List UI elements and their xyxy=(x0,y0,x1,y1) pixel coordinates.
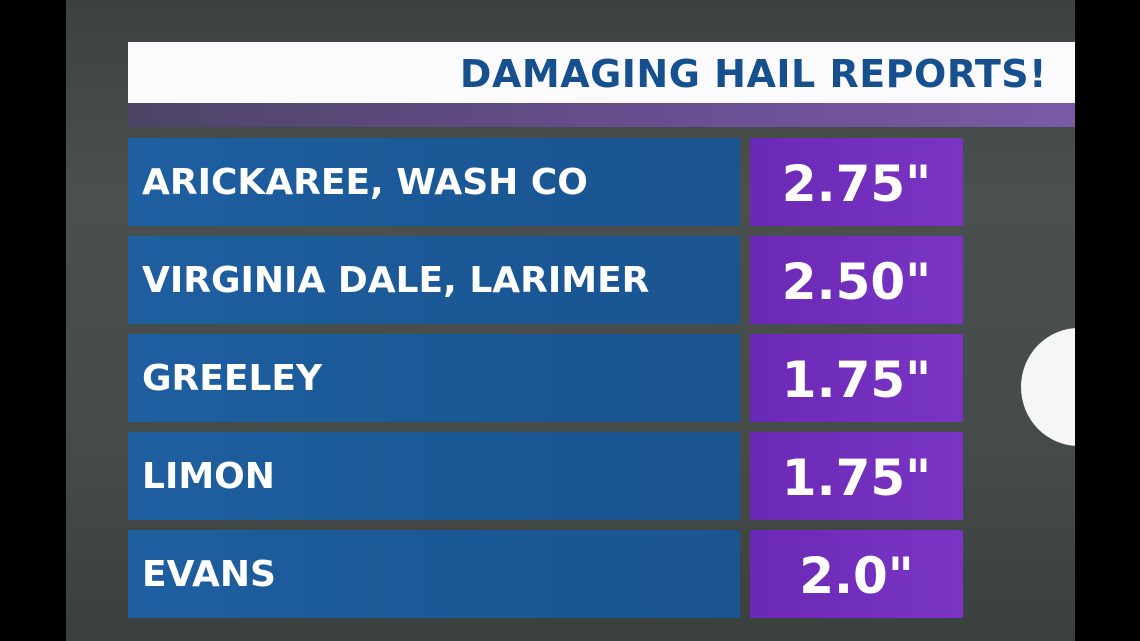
size-cell: 2.75" xyxy=(750,138,963,226)
location: VIRGINIA DALE, LARIMER xyxy=(142,260,650,301)
size-cell: 2.50" xyxy=(750,236,963,324)
hail-size: 2.0" xyxy=(799,547,914,605)
title-bar: DAMAGING HAIL REPORTS! xyxy=(128,42,1075,103)
broadcast-screen: DAMAGING HAIL REPORTS! ARICKAREE, WASH C… xyxy=(66,0,1075,641)
location-cell: EVANS xyxy=(128,530,740,618)
accent-strip xyxy=(128,103,1075,127)
size-cell: 2.0" xyxy=(750,530,963,618)
hail-size: 1.75" xyxy=(781,449,932,507)
location-cell: GREELEY xyxy=(128,334,740,422)
location: LIMON xyxy=(142,456,275,497)
location: GREELEY xyxy=(142,358,323,399)
location-cell: LIMON xyxy=(128,432,740,520)
size-cell: 1.75" xyxy=(750,432,963,520)
location-cell: ARICKAREE, WASH CO xyxy=(128,138,740,226)
location: EVANS xyxy=(142,554,276,595)
location-cell: VIRGINIA DALE, LARIMER xyxy=(128,236,740,324)
hail-size: 1.75" xyxy=(781,351,932,409)
hail-size: 2.50" xyxy=(781,253,932,311)
decor-circle xyxy=(1021,328,1075,446)
location: ARICKAREE, WASH CO xyxy=(142,162,588,203)
size-cell: 1.75" xyxy=(750,334,963,422)
hail-size: 2.75" xyxy=(781,155,932,213)
title: DAMAGING HAIL REPORTS! xyxy=(459,52,1047,96)
